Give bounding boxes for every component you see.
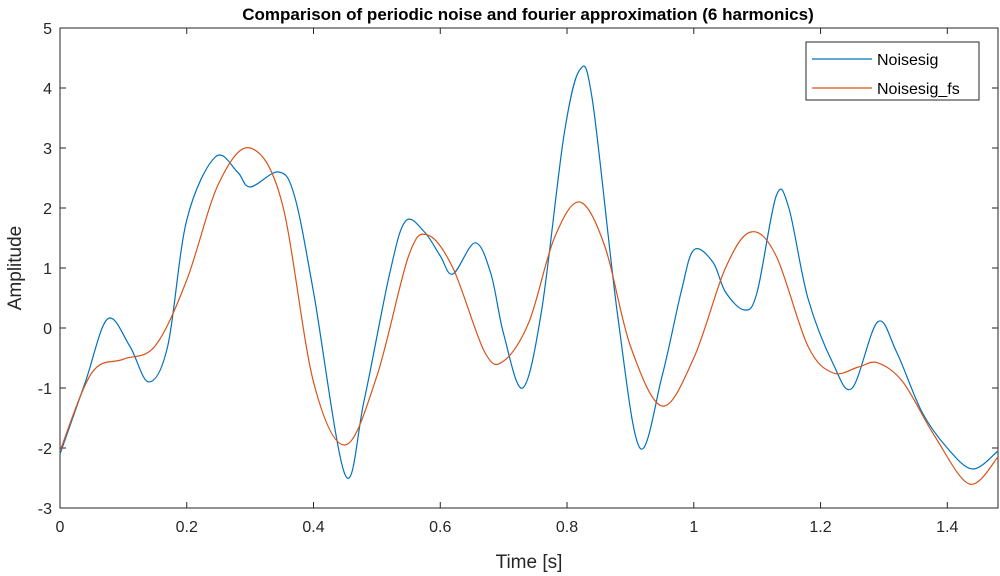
x-tick-label: 0.2 xyxy=(176,519,198,536)
chart-title: Comparison of periodic noise and fourier… xyxy=(242,5,813,24)
y-tick-label: 3 xyxy=(43,141,52,158)
y-tick-label: 0 xyxy=(43,321,52,338)
legend-label-noisesig-fs: Noisesig_fs xyxy=(877,81,960,98)
series-line-noisesig-fs xyxy=(59,147,999,485)
y-tick-label: -1 xyxy=(38,381,52,398)
x-tick-label: 1.4 xyxy=(936,519,958,536)
y-axis-label: Amplitude xyxy=(5,226,26,311)
x-tick-label: 0 xyxy=(56,519,65,536)
x-tick-label: 0.8 xyxy=(556,519,578,536)
y-ticks: -3 -2 -1 0 1 2 3 4 5 xyxy=(38,21,998,518)
x-ticks: 0 0.2 0.4 0.6 0.8 1 1.2 1.4 xyxy=(56,28,959,536)
legend-box xyxy=(805,41,980,101)
x-tick-label: 1.2 xyxy=(809,519,831,536)
plot-area xyxy=(59,27,999,509)
legend: Noisesig Noisesig_fs xyxy=(805,41,980,101)
x-tick-label: 0.6 xyxy=(429,519,451,536)
series-layer xyxy=(59,65,999,485)
y-tick-label: -2 xyxy=(38,441,52,458)
series-line-noisesig xyxy=(59,65,999,479)
legend-label-noisesig: Noisesig xyxy=(877,52,938,69)
x-axis-label: Time [s] xyxy=(496,552,563,573)
y-tick-label: 2 xyxy=(43,201,52,218)
y-tick-label: 4 xyxy=(43,81,52,98)
x-tick-label: 1 xyxy=(689,519,698,536)
x-tick-label: 0.4 xyxy=(302,519,324,536)
y-tick-label: -3 xyxy=(38,501,52,518)
y-tick-label: 1 xyxy=(43,261,52,278)
y-tick-label: 5 xyxy=(43,21,52,38)
